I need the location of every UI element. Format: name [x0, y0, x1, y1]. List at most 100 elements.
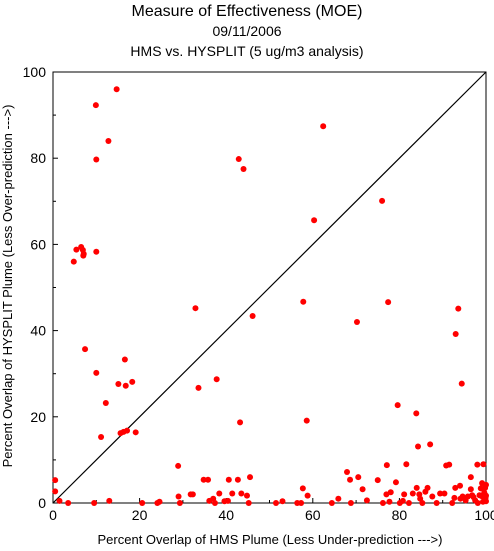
- x-tick-label: 100: [474, 507, 494, 523]
- data-point: [429, 493, 436, 500]
- data-point: [452, 331, 459, 338]
- data-point: [105, 137, 112, 144]
- data-point: [229, 490, 236, 497]
- data-point: [467, 474, 474, 481]
- data-point: [195, 384, 202, 391]
- data-point: [300, 298, 307, 305]
- y-tick-label: 60: [30, 236, 46, 252]
- data-point: [243, 492, 250, 499]
- data-point: [401, 491, 408, 498]
- data-point: [247, 474, 254, 481]
- data-point: [355, 474, 362, 481]
- x-axis-label: Percent Overlap of HMS Plume (Less Under…: [98, 532, 443, 547]
- x-tick-label: 40: [218, 507, 234, 523]
- data-point: [279, 498, 286, 505]
- data-point: [102, 400, 109, 407]
- data-point: [106, 497, 113, 504]
- data-point: [353, 318, 360, 325]
- data-point: [433, 500, 440, 506]
- y-tick-label: 40: [30, 323, 46, 339]
- data-point: [483, 492, 489, 499]
- data-point: [213, 376, 220, 383]
- data-point: [52, 477, 59, 484]
- data-point: [82, 346, 89, 353]
- plot-area: 0 20 40 60 80 100 0 20 40 60 80 100: [23, 64, 494, 523]
- data-point: [132, 429, 139, 436]
- data-point: [192, 305, 199, 312]
- data-point: [424, 484, 431, 491]
- data-point: [452, 484, 459, 491]
- data-point: [298, 500, 305, 506]
- data-point: [93, 248, 100, 255]
- data-point: [235, 156, 242, 163]
- data-point: [458, 380, 465, 387]
- data-point: [385, 299, 392, 306]
- data-point: [200, 476, 207, 483]
- data-point: [359, 486, 366, 493]
- y-tick-label: 0: [38, 495, 46, 511]
- x-tick-label: 0: [49, 507, 57, 523]
- data-point: [437, 490, 444, 497]
- data-point: [93, 156, 100, 163]
- data-point: [483, 498, 489, 505]
- data-point: [413, 484, 420, 491]
- data-point: [474, 461, 481, 468]
- data-point: [205, 476, 212, 483]
- data-point: [70, 258, 77, 265]
- data-point: [122, 382, 129, 389]
- data-point: [394, 402, 401, 409]
- data-point: [189, 491, 196, 498]
- data-point: [175, 493, 182, 500]
- data-point: [344, 468, 351, 475]
- data-point: [415, 443, 422, 450]
- data-point: [237, 419, 244, 426]
- data-point: [65, 500, 72, 506]
- y-axis-label: Percent Overlap of HYSPLIT Plume (Less O…: [0, 105, 15, 468]
- data-point: [175, 462, 182, 469]
- data-point: [379, 197, 386, 204]
- data-point: [249, 312, 256, 319]
- data-point: [392, 479, 399, 486]
- data-point: [413, 410, 420, 417]
- data-point: [405, 500, 412, 506]
- data-point: [446, 461, 453, 468]
- data-point: [124, 427, 131, 434]
- data-point: [176, 500, 183, 506]
- data-point: [403, 461, 410, 468]
- data-point: [238, 490, 245, 497]
- data-point: [335, 495, 342, 502]
- data-point: [374, 477, 381, 484]
- data-point: [98, 434, 105, 441]
- data-point: [474, 500, 481, 506]
- x-tick-label: 80: [392, 507, 408, 523]
- data-point: [113, 86, 120, 93]
- data-point: [363, 497, 370, 504]
- data-point: [56, 497, 63, 504]
- data-point: [320, 123, 327, 130]
- data-point: [139, 500, 146, 506]
- data-point: [409, 490, 416, 497]
- data-point: [483, 481, 489, 488]
- data-point: [427, 441, 434, 448]
- data-point: [419, 500, 426, 506]
- data-point: [121, 356, 128, 363]
- data-point: [93, 369, 100, 376]
- data-point: [299, 485, 306, 492]
- data-point: [224, 497, 231, 504]
- y-tick-label: 80: [30, 150, 46, 166]
- data-point: [272, 500, 279, 506]
- data-point: [311, 217, 318, 224]
- data-point: [303, 417, 310, 424]
- data-point: [449, 500, 456, 506]
- one-to-one-reference-line: [52, 71, 487, 504]
- data-point: [347, 476, 354, 483]
- data-point: [347, 500, 354, 506]
- data-point: [457, 482, 464, 489]
- data-point: [387, 489, 394, 496]
- data-point: [379, 500, 386, 506]
- chart-subtitle-date: 09/11/2006: [212, 23, 281, 39]
- data-point: [80, 250, 87, 257]
- data-point: [441, 490, 448, 497]
- chart-subtitle-analysis: HMS vs. HYSPLIT (5 ug/m3 analysis): [130, 43, 363, 59]
